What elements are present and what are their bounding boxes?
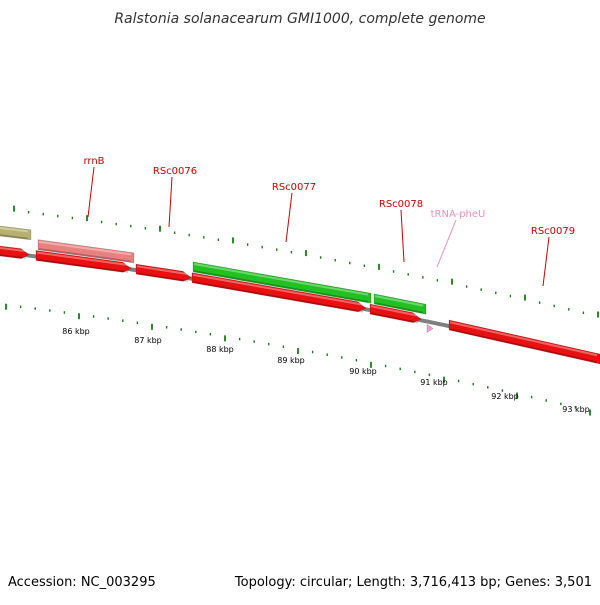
label-leader-line — [542, 236, 550, 287]
feature-shadow — [38, 248, 132, 263]
feature-trna[interactable] — [426, 323, 434, 334]
label-leader-line — [400, 209, 405, 263]
feature-highlight — [374, 295, 424, 307]
feature-label[interactable]: RSc0078 — [379, 199, 423, 210]
scale-label: 92 kbp — [491, 392, 519, 401]
label-leader-line — [436, 219, 457, 268]
label-leader-line — [285, 192, 293, 243]
feature-shadow — [192, 281, 364, 313]
feature-label[interactable]: tRNA-pheU — [431, 209, 486, 220]
scale-label: 90 kbp — [349, 367, 377, 376]
genome-summary-text: Topology: circular; Length: 3,716,413 bp… — [234, 575, 592, 590]
scale-label: 89 kbp — [277, 356, 305, 365]
feature-other[interactable] — [0, 225, 32, 241]
feature-shadow — [36, 258, 129, 273]
feature-highlight — [370, 305, 419, 317]
feature-highlight — [449, 321, 598, 357]
feature-cds[interactable] — [35, 250, 132, 273]
feature-labels: rrnB RSc0076 RSc0077 RSc0078 tRNA-pheU RSc007… — [83, 156, 575, 237]
feature-shadow — [0, 234, 29, 240]
feature-highlight — [0, 247, 27, 253]
feature-highlight — [36, 251, 129, 266]
feature-shadow — [193, 270, 369, 303]
scale-label: 91 kbp — [420, 378, 448, 387]
feature-cds[interactable] — [373, 293, 427, 315]
feature-shadow — [449, 328, 598, 364]
scale-label: 88 kbp — [206, 345, 234, 354]
feature-cds[interactable] — [369, 303, 422, 323]
scale-label: 93 kbp — [562, 405, 590, 414]
feature-label-leaders — [87, 166, 550, 287]
outer-tick-ring — [13, 205, 599, 318]
feature-cds[interactable] — [0, 245, 30, 259]
accession-text: Accession: NC_003295 — [8, 575, 156, 590]
feature-shadow — [374, 302, 424, 314]
feature-cds[interactable] — [192, 261, 372, 304]
inner-tick-ring — [5, 303, 591, 416]
scale-label: 86 kbp — [62, 327, 90, 336]
feature-cds[interactable] — [135, 263, 192, 282]
feature-track — [0, 225, 600, 365]
feature-highlight — [192, 273, 364, 306]
feature-highlight — [38, 240, 132, 256]
feature-shadow — [0, 254, 27, 259]
feature-highlight — [193, 263, 369, 296]
feature-shadow — [370, 312, 419, 324]
feature-label[interactable]: RSc0076 — [153, 166, 197, 177]
scale-labels: 86 kbp 87 kbp 88 kbp 89 kbp 90 kbp 91 kbp 92 k… — [62, 327, 590, 414]
feature-cds[interactable] — [191, 272, 367, 313]
feature-highlight — [0, 227, 29, 233]
map-title: Ralstonia solanacearum GMI1000, complete… — [114, 11, 485, 27]
feature-highlight — [136, 265, 189, 276]
feature-label[interactable]: RSc0077 — [272, 182, 316, 193]
feature-cds[interactable] — [448, 319, 600, 365]
label-leader-line — [168, 176, 173, 228]
feature-rrna[interactable] — [37, 239, 135, 264]
feature-shadow — [136, 272, 189, 282]
feature-label[interactable]: rrnB — [83, 156, 104, 167]
feature-label[interactable]: RSc0079 — [531, 226, 575, 237]
label-leader-line — [87, 166, 95, 218]
scale-label: 87 kbp — [134, 336, 162, 345]
